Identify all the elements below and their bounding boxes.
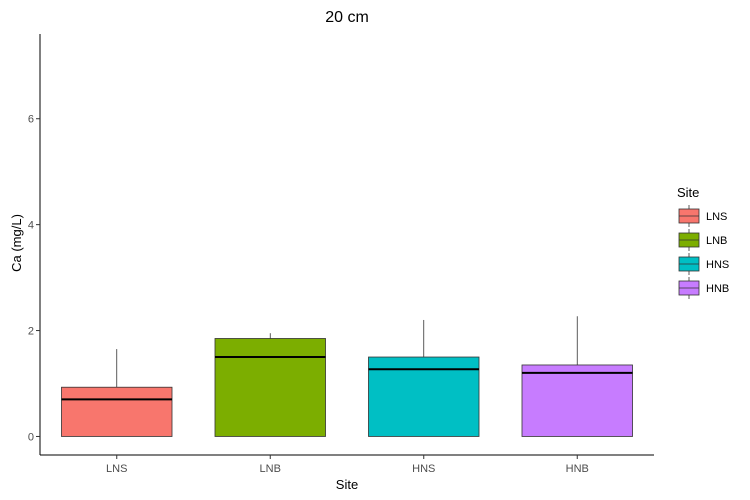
- y-tick-label: 6: [28, 114, 34, 126]
- legend-item-lnb: LNB: [678, 229, 727, 251]
- box-lns: [61, 386, 173, 437]
- box-group-hnb: [521, 316, 633, 437]
- legend-item-hnb: HNB: [678, 277, 729, 299]
- box-group-hns: [368, 319, 480, 437]
- y-tick-label: 4: [28, 220, 34, 232]
- x-axis-title: Site: [336, 477, 358, 492]
- box-hns: [368, 356, 480, 437]
- legend-label: HNS: [706, 259, 729, 271]
- legend-item-lns: LNS: [678, 205, 727, 227]
- box-group-lnb: [214, 333, 326, 437]
- legend: LNS LNB HNS HNB: [678, 205, 729, 299]
- legend-item-hns: HNS: [678, 253, 729, 275]
- box-lnb: [214, 338, 326, 437]
- y-tick-label: 0: [28, 431, 34, 443]
- y-tick-label: 2: [28, 326, 34, 338]
- x-tick-label: LNS: [106, 463, 127, 475]
- y-axis-title: Ca (mg/L): [9, 214, 24, 272]
- chart-title: 20 cm: [325, 9, 369, 26]
- legend-label: LNB: [706, 235, 727, 247]
- axes: 0 2 4 6 LNS LNB HNS HNB: [28, 34, 654, 475]
- x-tick-label: LNB: [260, 463, 281, 475]
- plot-area: [61, 316, 633, 437]
- x-tick-label: HNS: [412, 463, 435, 475]
- box-hnb: [521, 364, 633, 437]
- box-group-lns: [61, 349, 173, 437]
- x-tick-label: HNB: [566, 463, 589, 475]
- legend-label: LNS: [706, 211, 727, 223]
- legend-label: HNB: [706, 283, 729, 295]
- legend-title: Site: [677, 185, 699, 200]
